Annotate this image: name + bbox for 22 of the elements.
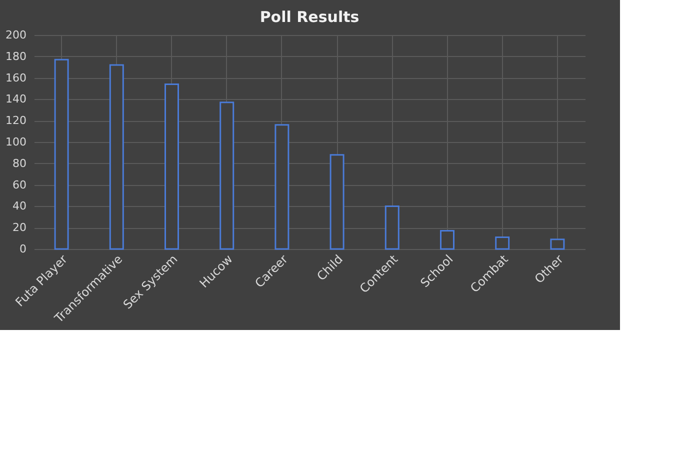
bar	[440, 230, 454, 250]
bar	[164, 83, 179, 250]
bar	[220, 102, 234, 250]
y-tick-label: 140	[6, 92, 26, 106]
y-tick-label: 100	[6, 136, 26, 148]
bar	[330, 154, 344, 250]
y-tick-label: 20	[12, 221, 26, 234]
y-tick-label: 40	[12, 200, 26, 213]
bar	[54, 58, 69, 250]
y-tick-label: 180	[6, 50, 26, 63]
bar	[550, 238, 565, 250]
y-tick-label: 200	[6, 28, 26, 42]
chart-title: Poll Results	[260, 8, 360, 26]
bar	[274, 124, 290, 250]
bar	[109, 64, 124, 250]
y-tick-label: 60	[12, 178, 26, 192]
y-tick-label: 0	[20, 242, 26, 256]
bar	[495, 236, 510, 250]
y-tick-label: 160	[6, 71, 26, 84]
bar	[384, 205, 400, 250]
y-tick-label: 120	[6, 114, 26, 128]
y-tick-label: 80	[12, 156, 26, 170]
